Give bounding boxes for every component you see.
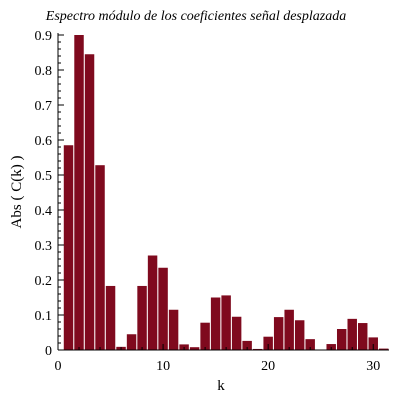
y-tick-label: 0.9 bbox=[35, 29, 53, 44]
bar-k-4 bbox=[95, 165, 105, 350]
axes-layer: 0 0.1 0.2 0.3 0.4 0.5 0.6 0.7 0.8 0.9 0 10 20 30 bbox=[35, 29, 389, 374]
bar-k-23 bbox=[294, 320, 305, 350]
bar-k-19 bbox=[252, 348, 263, 350]
bar-k-1 bbox=[63, 145, 74, 350]
bar-k-10 bbox=[158, 267, 168, 350]
x-axis-label: k bbox=[217, 378, 225, 394]
x-tick-label: 10 bbox=[156, 359, 170, 374]
x-tick-label: 30 bbox=[366, 359, 380, 374]
bar-k-24 bbox=[305, 339, 315, 350]
y-tick-label: 0.8 bbox=[35, 64, 53, 79]
bar-k-27 bbox=[336, 329, 347, 350]
y-tick-label: 0.6 bbox=[35, 134, 53, 149]
bar-k-8 bbox=[137, 285, 147, 350]
bar-k-29 bbox=[358, 323, 368, 350]
bar-k-3 bbox=[84, 54, 95, 350]
bar-k-18 bbox=[242, 340, 252, 350]
y-tick-label: 0.5 bbox=[35, 169, 53, 184]
x-tick-label: 0 bbox=[55, 359, 62, 374]
bar-k-16 bbox=[221, 295, 231, 350]
bar-k-2 bbox=[74, 35, 84, 350]
bar-k-28 bbox=[347, 318, 357, 350]
bar-k-20 bbox=[263, 336, 273, 350]
bar-k-15 bbox=[210, 297, 221, 350]
bar-k-17 bbox=[231, 316, 242, 350]
y-axis-label: Abs ( C(k) ) bbox=[9, 156, 25, 229]
bar-k-7 bbox=[126, 334, 137, 350]
y-tick-label: 0.3 bbox=[35, 239, 53, 254]
bar-k-14 bbox=[200, 322, 210, 350]
y-tick-label: 0.1 bbox=[35, 309, 53, 324]
bar-k-21 bbox=[273, 317, 284, 350]
y-tick-label: 0.2 bbox=[35, 274, 53, 289]
chart-title: Espectro módulo de los coeficientes seña… bbox=[45, 9, 346, 24]
bar-k-11 bbox=[168, 309, 179, 350]
bar-k-31 bbox=[379, 348, 389, 350]
bar-k-9 bbox=[147, 255, 158, 350]
bar-k-5 bbox=[105, 285, 116, 350]
x-tick-label: 20 bbox=[261, 359, 275, 374]
bar-k-22 bbox=[284, 309, 294, 350]
y-tick-label: 0.4 bbox=[35, 204, 53, 219]
bar-k-30 bbox=[368, 337, 378, 350]
bar-k-13 bbox=[189, 347, 200, 350]
y-tick-label: 0 bbox=[45, 344, 52, 359]
y-tick-label: 0.7 bbox=[35, 99, 53, 114]
bars-layer bbox=[63, 35, 389, 350]
